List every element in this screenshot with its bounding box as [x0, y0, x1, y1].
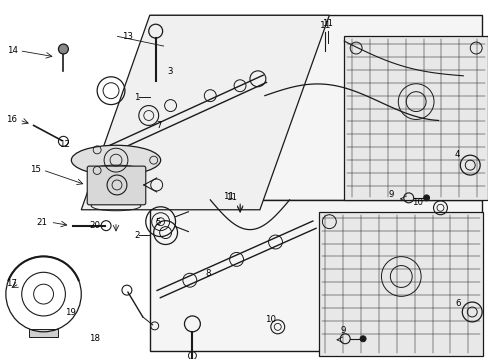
Circle shape	[360, 336, 366, 342]
Polygon shape	[81, 15, 329, 210]
Text: 4: 4	[455, 150, 461, 159]
Text: 11: 11	[322, 19, 333, 28]
Text: 12: 12	[59, 140, 70, 149]
Bar	[344, 36, 488, 200]
Text: 19: 19	[65, 308, 76, 317]
Bar	[29, 329, 58, 337]
Text: 18: 18	[89, 334, 100, 343]
Text: 11: 11	[225, 193, 237, 202]
Text: 2: 2	[134, 231, 140, 240]
Text: 11: 11	[222, 192, 234, 201]
Text: 1: 1	[134, 93, 140, 102]
Text: 14: 14	[7, 46, 18, 55]
Text: 7: 7	[156, 121, 162, 130]
Bar	[150, 15, 482, 200]
Text: 6: 6	[455, 299, 461, 308]
Text: 5: 5	[155, 218, 161, 227]
Text: 10: 10	[266, 315, 276, 324]
Text: 9: 9	[340, 326, 345, 335]
Circle shape	[58, 44, 69, 54]
Text: 3: 3	[167, 67, 172, 76]
Text: 13: 13	[122, 32, 133, 41]
Text: 8: 8	[205, 269, 211, 278]
Bar	[319, 212, 483, 356]
Ellipse shape	[72, 145, 161, 175]
Text: 21: 21	[36, 218, 47, 227]
Text: 10: 10	[412, 198, 423, 207]
Text: 16: 16	[6, 116, 17, 125]
Text: 20: 20	[90, 221, 101, 230]
Text: 9: 9	[389, 190, 394, 199]
Text: 15: 15	[30, 166, 41, 175]
Text: 17: 17	[6, 279, 17, 288]
Circle shape	[424, 195, 430, 201]
Text: 11: 11	[319, 21, 331, 30]
FancyBboxPatch shape	[87, 166, 146, 205]
Bar	[150, 200, 482, 351]
